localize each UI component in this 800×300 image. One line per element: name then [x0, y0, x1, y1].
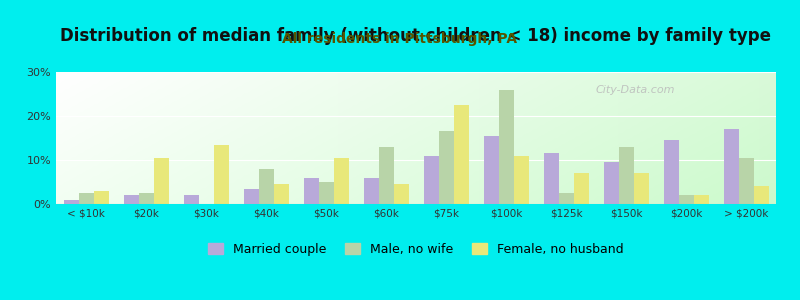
Bar	[378, 147, 394, 204]
Bar	[754, 186, 769, 204]
Bar	[423, 156, 438, 204]
Bar	[618, 147, 634, 204]
Bar	[243, 189, 258, 204]
Bar	[454, 105, 469, 204]
Bar	[663, 140, 678, 204]
Bar	[258, 169, 274, 204]
Bar	[363, 178, 378, 204]
Bar	[514, 156, 529, 204]
Bar	[154, 158, 169, 204]
Bar	[183, 195, 198, 204]
Bar	[558, 193, 574, 204]
Text: All residents in Pittsburgh, PA: All residents in Pittsburgh, PA	[282, 32, 518, 46]
Bar	[483, 136, 498, 204]
Bar	[738, 158, 754, 204]
Bar	[543, 153, 558, 204]
Bar	[634, 173, 649, 204]
Title: Distribution of median family (without children < 18) income by family type: Distribution of median family (without c…	[61, 27, 771, 45]
Bar	[694, 195, 709, 204]
Bar	[334, 158, 349, 204]
Bar	[78, 193, 94, 204]
Bar	[438, 131, 454, 204]
Bar	[498, 90, 514, 204]
Bar	[394, 184, 409, 204]
Bar	[274, 184, 289, 204]
Bar	[723, 129, 738, 204]
Bar	[603, 162, 618, 204]
Bar	[678, 195, 694, 204]
Bar	[94, 191, 109, 204]
Bar	[63, 200, 78, 204]
Bar	[123, 195, 138, 204]
Bar	[318, 182, 334, 204]
Bar	[214, 145, 229, 204]
Text: City-Data.com: City-Data.com	[596, 85, 675, 95]
Bar	[574, 173, 589, 204]
Bar	[303, 178, 318, 204]
Legend: Married couple, Male, no wife, Female, no husband: Married couple, Male, no wife, Female, n…	[203, 238, 629, 261]
Bar	[138, 193, 154, 204]
